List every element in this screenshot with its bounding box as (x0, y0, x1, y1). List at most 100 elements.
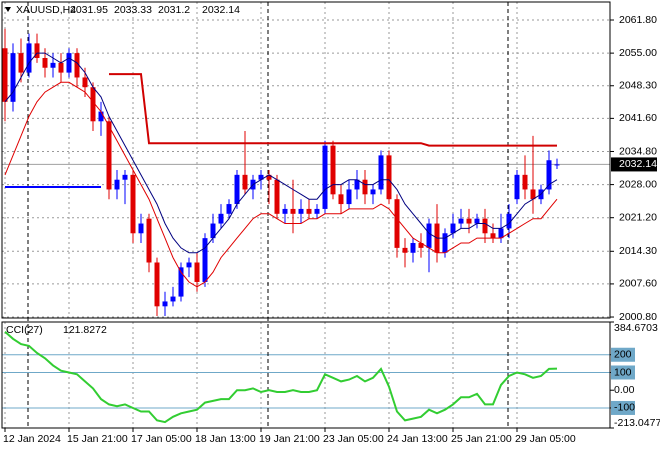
candle-body (394, 199, 400, 248)
candle-body (514, 174, 520, 200)
candle-body (50, 62, 56, 68)
candle-body (354, 179, 360, 190)
candle-body (546, 160, 552, 190)
candle-body (234, 174, 240, 205)
y-tick-label: 200 (614, 349, 632, 361)
cci-value: 121.8272 (63, 324, 107, 336)
candle-body (186, 262, 192, 268)
y-tick-label: 100 (614, 366, 632, 378)
candle-body (194, 262, 200, 282)
cci-title: CCI(27) (6, 324, 43, 336)
candle-body (298, 208, 304, 214)
y-tick-label: 2034.80 (619, 145, 657, 157)
indicator-line (109, 73, 557, 147)
candle-body (178, 267, 184, 297)
header-title: XAUUSD,H4 (16, 4, 76, 16)
x-tick-label: 19 Jan 21:00 (259, 433, 320, 445)
candle-body (306, 208, 312, 214)
candle-body (154, 262, 160, 307)
indicator-line (4, 81, 558, 288)
y-tick-label: 2028.00 (619, 178, 657, 190)
y-tick-label: 2021.20 (619, 211, 657, 223)
header-close: 2032.14 (202, 4, 240, 16)
candle-body (170, 296, 176, 302)
candle-body (442, 233, 448, 253)
candle-body (210, 223, 216, 239)
cci-line (4, 330, 558, 424)
candle-body (426, 223, 432, 248)
header-low: 2031.2 (158, 4, 190, 16)
y-tick-label: 384.6703 (614, 322, 658, 334)
candle-body (466, 218, 472, 224)
x-tick-label: 17 Jan 05:00 (131, 433, 192, 445)
candle-body (458, 218, 464, 224)
candle-body (66, 53, 72, 73)
candle-body (226, 204, 232, 214)
candle-body (290, 208, 296, 214)
y-tick-label: 0.00 (614, 384, 635, 396)
candle-body (506, 213, 512, 229)
candle-body (146, 218, 152, 263)
candle-body (130, 174, 136, 234)
current-price-box (611, 157, 657, 172)
candle-body (346, 189, 352, 205)
y-tick-label: 2000.80 (619, 311, 657, 323)
candle-body (362, 179, 368, 195)
candle-body (106, 121, 112, 190)
candle-body (314, 208, 320, 214)
candle-body (122, 174, 128, 180)
y-tick-label: 2041.60 (619, 112, 657, 124)
candle-body (338, 194, 344, 205)
candle-body (42, 57, 48, 68)
candle-body (410, 243, 416, 253)
candle-body (82, 77, 88, 88)
candle-body (274, 179, 280, 214)
cci-frame (1, 321, 611, 429)
candle-body (322, 145, 328, 209)
candle-body (18, 53, 24, 73)
candle-body (386, 155, 392, 200)
header-high: 2033.33 (114, 4, 152, 16)
level-label-box (611, 365, 635, 380)
candle-body (26, 43, 32, 73)
candle-body (242, 174, 248, 190)
candle-body (2, 48, 8, 102)
y-tick-label: 2048.30 (619, 80, 657, 92)
candle-body (490, 233, 496, 239)
indicator-line (4, 52, 558, 254)
candle-body (258, 174, 264, 180)
x-tick-label: 25 Jan 21:00 (451, 433, 512, 445)
candle-body (114, 179, 120, 190)
candle-body (554, 164, 560, 166)
candle-body (98, 111, 104, 122)
x-tick-label: 24 Jan 13:00 (387, 433, 448, 445)
candle-body (418, 243, 424, 248)
candle-body (370, 189, 376, 195)
candle-body (378, 155, 384, 190)
header-open: 2031.95 (70, 4, 108, 16)
x-tick-label: 18 Jan 13:00 (195, 433, 256, 445)
candle-body (522, 174, 528, 190)
candle-body (282, 208, 288, 214)
candle-body (474, 218, 480, 224)
candle-body (218, 213, 224, 224)
candle-body (266, 174, 272, 180)
x-tick-label: 23 Jan 05:00 (323, 433, 384, 445)
price-frame (1, 1, 611, 319)
y-tick-label: 2055.00 (619, 47, 657, 59)
current-price-label: 2032.14 (619, 158, 657, 170)
y-tick-label: -213.0477 (614, 417, 660, 429)
candle-body (482, 218, 488, 234)
candle-body (34, 43, 40, 58)
candle-body (138, 223, 144, 234)
candle-body (530, 189, 536, 200)
candle-body (162, 301, 168, 307)
x-tick-label: 29 Jan 05:00 (515, 433, 576, 445)
y-tick-label: 2014.30 (619, 245, 657, 257)
x-tick-label: 15 Jan 21:00 (67, 433, 128, 445)
y-tick-label: 2007.60 (619, 278, 657, 290)
marks (2, 28, 560, 424)
candle-body (450, 223, 456, 234)
